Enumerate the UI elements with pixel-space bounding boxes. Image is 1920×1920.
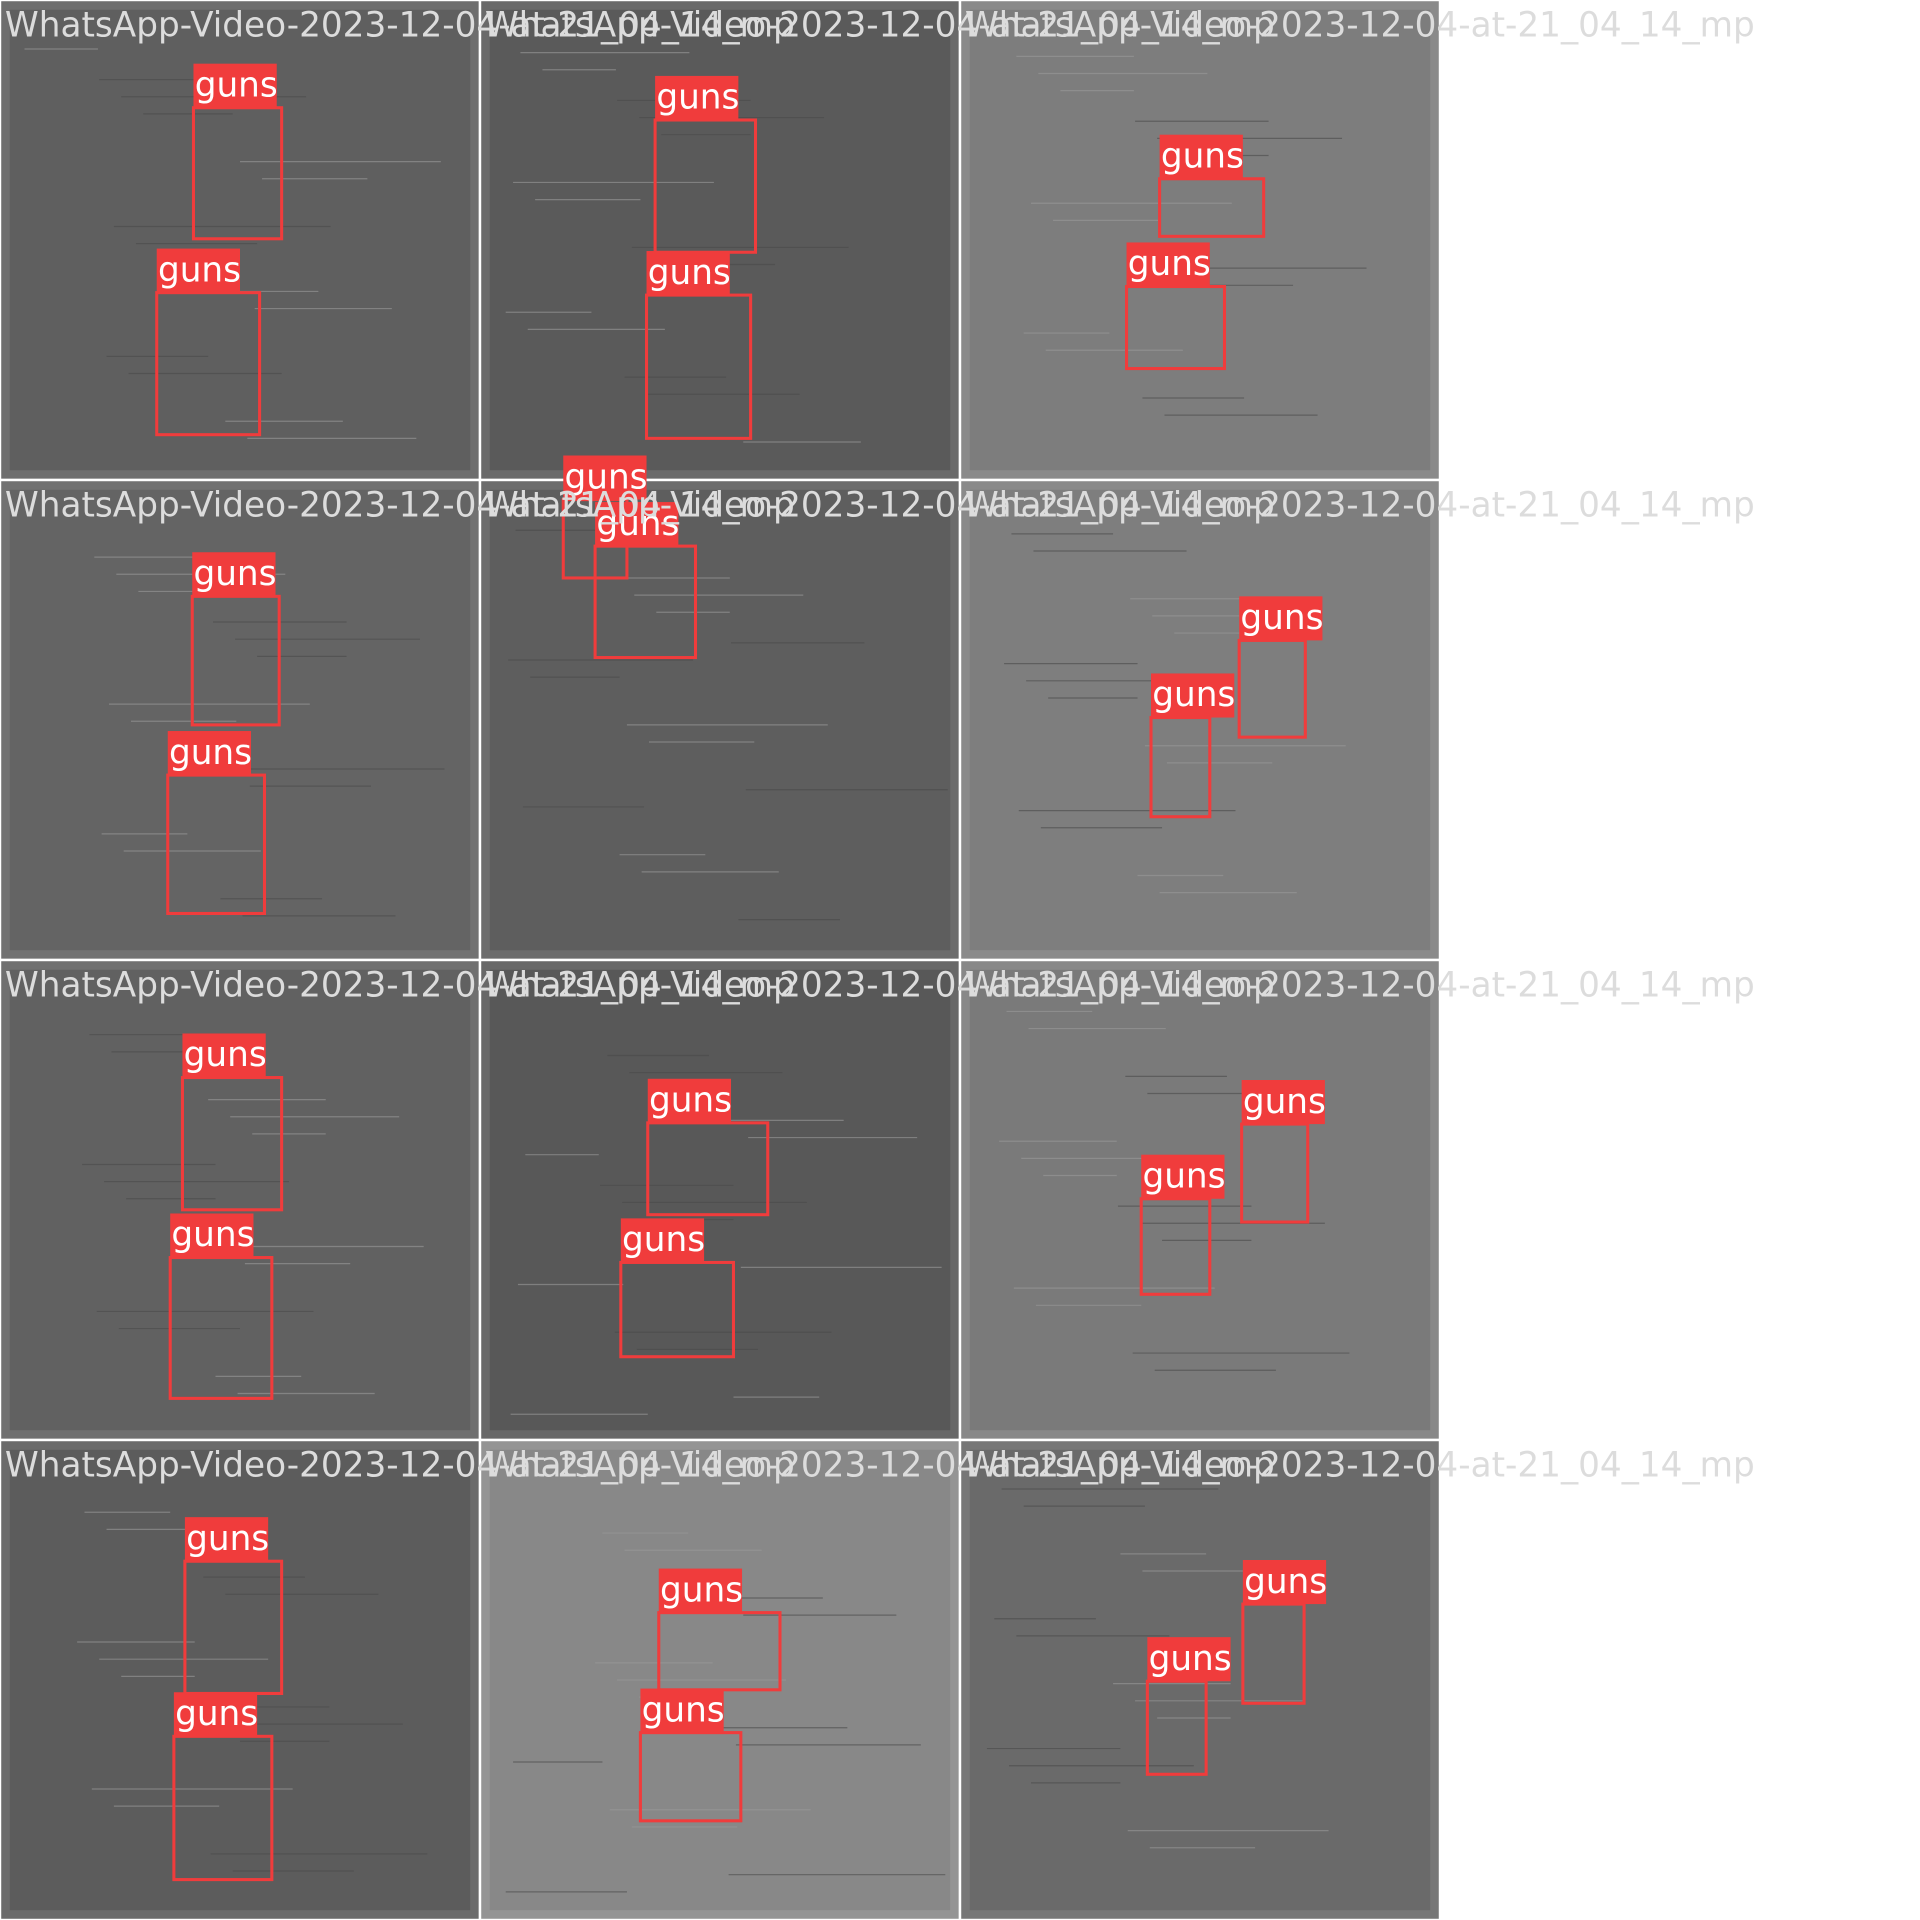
box-label: guns — [158, 250, 241, 290]
titles: WhatsApp-Video-2023-12-04-at-21_04_14_mp… — [5, 5, 1755, 1485]
box-label-bg — [655, 75, 739, 120]
box-label-bg — [173, 1692, 258, 1737]
bounding-box — [155, 291, 262, 437]
tile-image — [969, 489, 1431, 951]
box-label: guns — [1152, 675, 1235, 715]
tile-title: WhatsApp-Video-2023-12-04-at-21_04_14_mp — [485, 5, 1275, 45]
tile-image — [489, 969, 951, 1431]
box-label-bg — [1126, 242, 1210, 287]
tile-title: WhatsApp-Video-2023-12-04-at-21_04_14_mp — [965, 1445, 1755, 1485]
box-label-bg — [156, 248, 240, 293]
box-label: guns — [622, 1220, 705, 1260]
box-label-bg — [182, 1033, 266, 1078]
box-label: guns — [660, 1570, 743, 1610]
box-label-bg — [563, 455, 647, 500]
box-label-bg — [192, 552, 276, 597]
box-label-bg — [1241, 1080, 1325, 1125]
box-label-bg — [1242, 1560, 1327, 1605]
tile-title: WhatsApp-Video-2023-12-04-at-21_04_14_mp — [485, 965, 1275, 1005]
tile-title: WhatsApp-Video-2023-12-04-at-21_04_14_mp — [5, 485, 795, 525]
box-label: guns — [642, 1690, 725, 1730]
box-label-bg — [170, 1213, 254, 1258]
tile-title: WhatsApp-Video-2023-12-04-at-21_04_14_mp — [485, 1445, 1275, 1485]
box-label: guns — [175, 1694, 258, 1734]
box-label-bg — [640, 1688, 724, 1733]
box-label-bg — [595, 502, 679, 547]
box-label-bg — [167, 731, 252, 776]
box-label: guns — [648, 253, 731, 293]
box-label: guns — [184, 1035, 267, 1075]
tile-title: WhatsApp-Video-2023-12-04-at-21_04_14_mp — [965, 5, 1755, 45]
box-label: guns — [186, 1519, 269, 1559]
box-label: guns — [193, 554, 276, 594]
tile-title: WhatsApp-Video-2023-12-04-at-21_04_14_mp — [965, 965, 1755, 1005]
bounding-box — [645, 293, 753, 440]
box-label: guns — [1142, 1156, 1225, 1196]
box-label: guns — [171, 1215, 254, 1255]
box-label-bg — [647, 1078, 732, 1123]
box-label-bg — [620, 1218, 705, 1263]
box-label-bg — [184, 1517, 269, 1562]
box-label-bg — [1141, 1154, 1225, 1199]
box-label-bg — [1147, 1637, 1231, 1682]
box-label-bg — [193, 63, 277, 108]
box-label: guns — [564, 457, 647, 497]
box-label: guns — [1243, 1082, 1326, 1122]
tile-title: WhatsApp-Video-2023-12-04-at-21_04_14_mp — [5, 5, 795, 45]
box-label-bg — [646, 251, 730, 296]
box-label: guns — [649, 1081, 732, 1121]
box-label: guns — [1244, 1562, 1327, 1602]
box-label-bg — [1151, 673, 1235, 718]
tile-title: WhatsApp-Video-2023-12-04-at-21_04_14_mp — [485, 485, 1275, 525]
tile-title: WhatsApp-Video-2023-12-04-at-21_04_14_mp — [965, 485, 1755, 525]
box-label: guns — [596, 504, 679, 544]
box-label-bg — [658, 1568, 743, 1613]
box-label: guns — [1161, 136, 1244, 176]
tile-image — [489, 489, 951, 951]
box-label-bg — [1159, 134, 1243, 179]
tile-title: WhatsApp-Video-2023-12-04-at-21_04_14_mp — [5, 965, 795, 1005]
box-label-bg — [1239, 596, 1323, 641]
box-label: guns — [656, 78, 739, 118]
box-label: guns — [1240, 598, 1323, 638]
box-label: guns — [169, 733, 252, 773]
detections: gunsgunsgunsgunsgunsgunsgunsgunsgunsguns… — [155, 63, 1327, 1882]
tile-image — [969, 9, 1431, 471]
box-label: guns — [195, 65, 278, 105]
tile-title: WhatsApp-Video-2023-12-04-at-21_04_14_mp — [5, 1445, 795, 1485]
box-label: guns — [1149, 1639, 1232, 1679]
box-label: guns — [1128, 244, 1211, 284]
